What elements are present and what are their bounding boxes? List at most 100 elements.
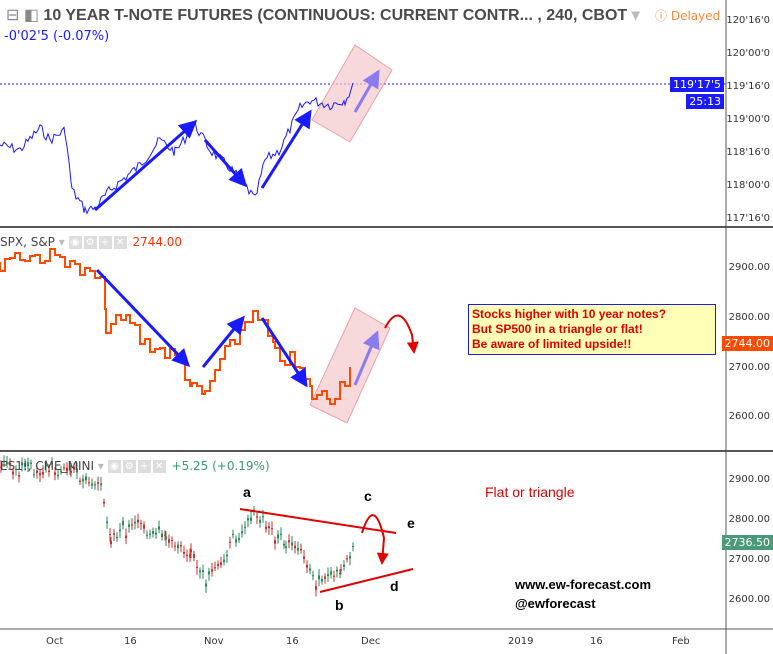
candle-body	[229, 541, 231, 543]
wave-label-b: b	[335, 597, 344, 613]
candle-body	[346, 558, 348, 560]
candle-body	[140, 522, 142, 524]
triangle-upper-line[interactable]	[239, 508, 397, 534]
candle-body	[109, 534, 111, 536]
candle-body	[45, 464, 47, 467]
spx-legend[interactable]: SPX, S&P ▾ ◉ ⚙ + ✕ 2744.00	[0, 235, 183, 249]
candle-body	[265, 526, 267, 530]
wave-arrow[interactable]	[95, 268, 191, 368]
candle-body	[297, 548, 299, 551]
candle-body	[6, 462, 8, 465]
candle-body	[340, 569, 342, 571]
candle-body	[149, 533, 151, 535]
highlight-box[interactable]	[309, 307, 391, 424]
candle-body	[336, 569, 338, 572]
reversal-arrow[interactable]	[384, 314, 419, 354]
es-legend[interactable]: ES1!, CME_MINI ▾ ◉ ⚙ + ✕ +5.25 (+0.19%)	[0, 459, 270, 473]
candle-body	[161, 533, 163, 538]
candle-body	[110, 540, 112, 545]
candle-body	[9, 463, 11, 465]
candle-body	[91, 483, 93, 486]
candle-body	[165, 536, 167, 540]
candle-body	[294, 545, 296, 549]
price-tick: 120'16'0	[726, 15, 770, 26]
wave-arrow[interactable]	[203, 139, 247, 188]
candle-body	[36, 470, 38, 473]
candle-body	[238, 538, 240, 540]
candle-body	[196, 566, 198, 568]
pattern-label: Flat or triangle	[485, 484, 575, 500]
candle-body	[12, 471, 14, 475]
time-tick: 16	[124, 636, 137, 647]
candle-body	[235, 539, 237, 543]
candle-body	[189, 554, 191, 558]
price-tick: 2800.00	[728, 312, 770, 323]
projection-arrow[interactable]	[353, 69, 380, 113]
candle-body	[66, 467, 68, 472]
candle-body	[343, 564, 345, 567]
candle-body	[79, 480, 81, 482]
candle-body	[202, 570, 204, 573]
wave-arrow[interactable]	[201, 315, 245, 368]
candle-body	[303, 556, 305, 559]
projection-arrow[interactable]	[353, 330, 380, 386]
candle-body	[253, 509, 255, 511]
candle-body	[241, 531, 243, 534]
plus-icon[interactable]: +	[137, 460, 151, 473]
time-tick: Nov	[204, 636, 224, 647]
candle-body	[199, 570, 201, 573]
price-tick: 118'00'0	[726, 180, 770, 191]
triangle-lower-line[interactable]	[319, 568, 414, 593]
gear-icon[interactable]: ⚙	[122, 460, 136, 473]
annotation-note[interactable]: Stocks higher with 10 year notes? But SP…	[468, 304, 716, 355]
candle-body	[30, 462, 32, 465]
candle-body	[143, 524, 145, 529]
wave-arrow[interactable]	[260, 109, 312, 189]
candle-body	[82, 478, 84, 482]
candle-body	[51, 463, 53, 465]
candle-body	[63, 467, 65, 469]
wave-label-d: d	[390, 578, 399, 594]
time-tick: Dec	[361, 636, 381, 647]
header-title[interactable]: ⊟ ◧ 10 YEAR T-NOTE FUTURES (CONTINUOUS: …	[6, 7, 640, 24]
candle-body	[158, 526, 160, 530]
candle-body	[280, 533, 282, 536]
candle-body	[183, 552, 185, 554]
note-line: Be aware of limited upside!!	[472, 337, 632, 351]
highlight-box[interactable]	[311, 44, 393, 143]
candle-body	[174, 545, 176, 547]
candle-body	[122, 521, 124, 526]
eye-icon[interactable]: ◉	[68, 236, 82, 249]
wave-arrow[interactable]	[260, 317, 308, 388]
plus-icon[interactable]: +	[98, 236, 112, 249]
wave-label-e: e	[407, 515, 415, 531]
delayed-status[interactable]: ⓘ Delayed	[655, 9, 721, 23]
note-line: Stocks higher with 10 year notes?	[472, 307, 667, 321]
candle-body	[256, 516, 258, 518]
wave-label-a: a	[243, 484, 251, 500]
candle-body	[214, 567, 216, 569]
candle-body	[3, 461, 5, 463]
close-icon[interactable]: ✕	[152, 460, 166, 473]
es-price-tag: 2736.50	[721, 535, 773, 550]
candle-body	[309, 568, 311, 571]
gear-icon[interactable]: ⚙	[83, 236, 97, 249]
candle-body	[327, 574, 329, 576]
candle-body	[283, 543, 285, 546]
candle-body	[119, 529, 121, 532]
spx-price-line	[0, 248, 351, 405]
eye-icon[interactable]: ◉	[107, 460, 121, 473]
time-tick: Feb	[672, 636, 690, 647]
candle-body	[274, 540, 276, 544]
close-icon[interactable]: ✕	[113, 236, 127, 249]
candle-body	[271, 528, 273, 530]
reversal-arrow[interactable]	[361, 514, 389, 565]
candle-body	[330, 571, 332, 575]
candle-body	[97, 482, 99, 484]
candle-body	[18, 475, 20, 477]
price-tick: 2700.00	[728, 554, 770, 565]
wave-arrow[interactable]	[94, 120, 198, 212]
candle-body	[131, 524, 133, 526]
candle-body	[291, 542, 293, 546]
